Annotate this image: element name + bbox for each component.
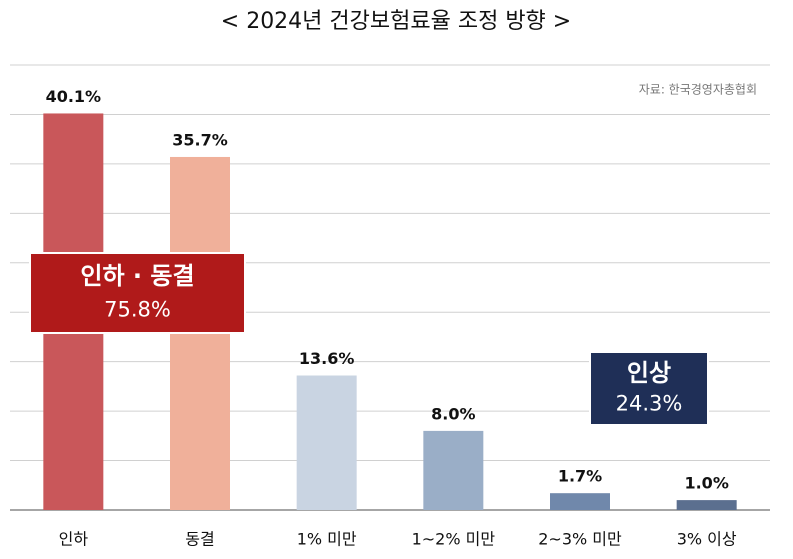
- x-tick-label: 1~2% 미만: [412, 530, 496, 549]
- value-label: 35.7%: [172, 130, 228, 149]
- value-label: 40.1%: [46, 87, 102, 106]
- chart-title: < 2024년 건강보험료율 조정 방향 >: [221, 9, 571, 34]
- bar: [550, 493, 610, 510]
- annotation-box: [29, 252, 246, 334]
- x-tick-label: 인하: [59, 530, 89, 549]
- annotation-text: 인하 · 동결: [80, 262, 194, 290]
- x-tick-label: 2~3% 미만: [538, 530, 622, 549]
- bar: [423, 430, 484, 510]
- x-tick-label: 3% 이상: [677, 530, 737, 549]
- x-tick-label: 동결: [185, 530, 214, 549]
- bar: [296, 375, 357, 510]
- source: 자료: 한국경영자총협회: [639, 83, 757, 97]
- value-label: 8.0%: [431, 404, 475, 423]
- x-tick-label: 1% 미만: [297, 530, 357, 549]
- bar: [676, 500, 737, 510]
- annotation-value: 24.3%: [616, 392, 683, 416]
- value-label: 1.7%: [558, 467, 602, 486]
- value-label: 1.0%: [684, 474, 728, 493]
- value-label: 13.6%: [299, 349, 355, 368]
- annotation-box: [589, 351, 709, 426]
- annotation-value: 75.8%: [104, 298, 171, 322]
- annotation-text: 인상: [627, 359, 671, 387]
